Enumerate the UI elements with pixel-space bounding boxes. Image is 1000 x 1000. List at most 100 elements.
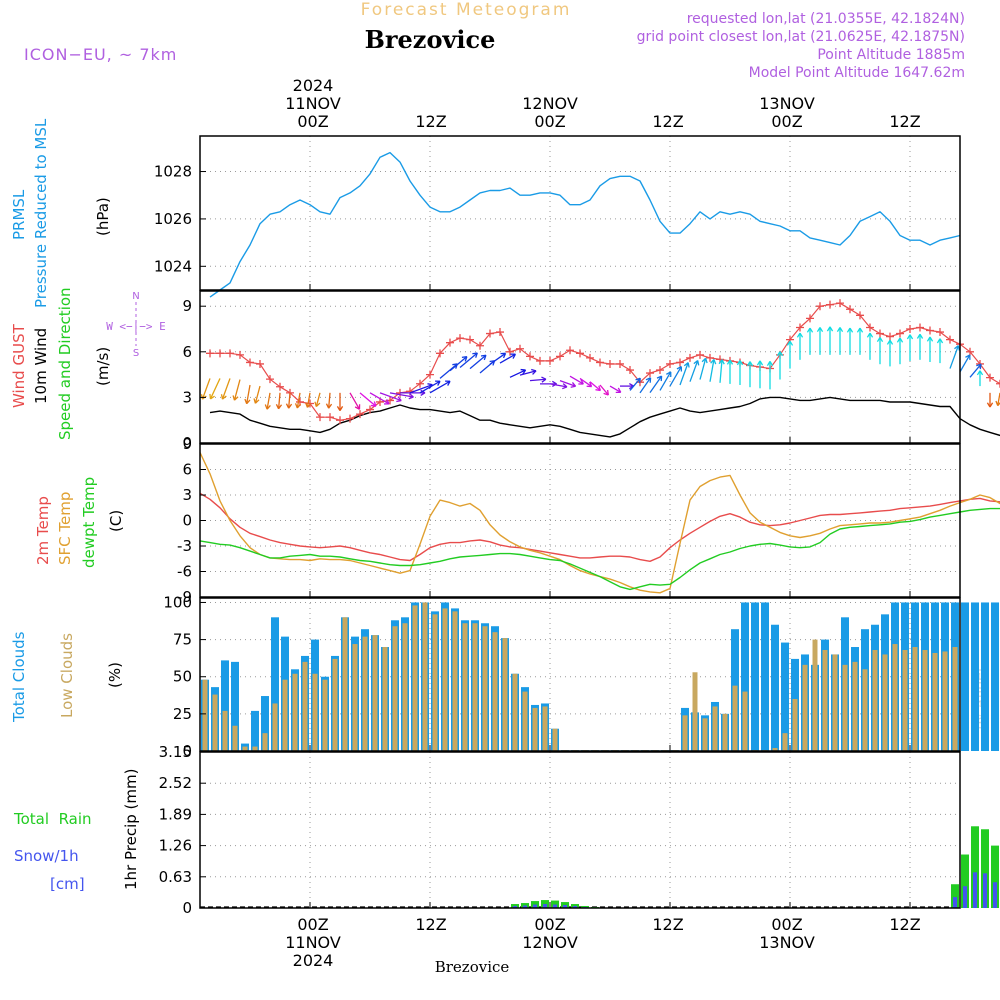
wind-arrow-shaft [639, 377, 652, 394]
gust-marker [326, 413, 334, 422]
low-cloud-bar [692, 672, 698, 751]
wind-arrow-shaft [469, 354, 487, 370]
gust-marker [816, 302, 824, 311]
wind-arrow-head [603, 389, 609, 396]
wind-arrow-shaft [519, 370, 537, 376]
wind-arrow-shaft [221, 378, 231, 400]
wind-arrow-head [766, 361, 774, 366]
low-cloud-bar [442, 608, 448, 751]
requested-coords: requested lon,lat (21.0355E, 42.1824N) [687, 11, 965, 27]
low-cloud-bar [742, 691, 748, 751]
wind-arrow-head [586, 381, 593, 388]
wind-arrow-shaft [296, 392, 301, 409]
total-cloud-bar [251, 710, 259, 751]
wind-arrow-head [826, 326, 834, 332]
top-tick-hour: 00Z [297, 112, 328, 131]
wind-arrow-shaft [679, 362, 689, 386]
top-tick-hour: 12Z [652, 112, 683, 131]
wind-arrow-head [954, 345, 960, 351]
low-cloud-bar [772, 748, 778, 751]
y-tick-label: 100 [163, 593, 192, 611]
compass-south: S [133, 348, 139, 359]
low-cloud-bar [792, 699, 798, 751]
snow-bar [553, 904, 557, 908]
gust-marker [266, 375, 274, 384]
low-cloud-bar [832, 654, 838, 751]
wind-arrow-head [314, 401, 321, 408]
wind-arrow-shaft [409, 384, 433, 394]
wind-arrow-shaft [489, 352, 506, 365]
y-tick-label: 0 [182, 742, 192, 760]
total-cloud-bar [751, 602, 759, 751]
snow-bar [973, 872, 977, 908]
gust-marker [946, 335, 954, 344]
label-10m-wind: 10m Wind [32, 328, 50, 404]
low-cloud-bar [312, 673, 318, 751]
bottom-tick-hour: 12Z [652, 915, 683, 934]
low-cloud-bar [492, 632, 498, 751]
low-cloud-bar [412, 605, 418, 751]
gust-marker [896, 329, 904, 338]
wind-arrow-shaft [529, 378, 546, 382]
wind-arrow-shaft [254, 385, 261, 404]
wind-arrow-shaft [509, 369, 526, 378]
gust-marker [566, 346, 574, 355]
wind-arrow-shaft [449, 356, 468, 372]
snow-bar [523, 905, 527, 908]
label-speed-direction: Speed and Direction [56, 287, 74, 440]
low-cloud-bar [382, 647, 388, 751]
y-tick-label: 0 [182, 434, 192, 452]
bottom-tick-hour: 12Z [415, 915, 446, 934]
wind-arrow-head [906, 334, 914, 340]
label-dewpt-temp: dewpt Temp [80, 477, 98, 568]
low-cloud-bar [882, 654, 888, 751]
wind-arrow-head [354, 404, 361, 410]
wind-arrow-shaft [429, 380, 451, 394]
low-cloud-bar [812, 639, 818, 751]
wind-arrow-head [275, 404, 283, 410]
wind-arrow-shaft [579, 377, 593, 388]
wind-arrow-shaft [209, 378, 221, 400]
wind-arrow-shaft [246, 384, 251, 404]
low-cloud-bar [292, 673, 298, 751]
gust-marker [656, 366, 664, 375]
wind-arrow-head [264, 404, 271, 410]
bottom-tick-date: 12NOV [522, 933, 578, 952]
low-cloud-bar [842, 664, 848, 751]
wind-arrow-head [986, 402, 994, 408]
wind-arrow-head [666, 371, 672, 377]
wind-arrow-shaft [459, 352, 478, 368]
wind-arrow-head [370, 401, 377, 407]
wind-arrow-head [896, 337, 904, 343]
snow-bar [963, 886, 967, 908]
wind-arrow-head [995, 400, 1000, 407]
low-cloud-bar [372, 635, 378, 751]
low-cloud-bar [262, 733, 268, 751]
low-cloud-bar [222, 710, 228, 751]
low-cloud-bar [352, 644, 358, 751]
top-tick-hour: 00Z [771, 112, 802, 131]
bottom-tick-year: 2024 [293, 951, 334, 970]
label-low-clouds: Low Clouds [58, 633, 76, 718]
wind-arrow-head [710, 359, 717, 365]
wind-arrow-head [384, 399, 390, 405]
label-2m-temp: 2m Temp [34, 496, 52, 565]
gust-marker [486, 329, 494, 338]
gust-marker [966, 347, 974, 356]
gust-marker [876, 329, 884, 338]
wind-arrow-head [976, 370, 984, 376]
gust-marker [916, 323, 924, 332]
wind-arrow-head [541, 376, 547, 383]
wind-arrow-head [846, 327, 854, 333]
y-tick-label: 1028 [154, 163, 192, 181]
wind-arrow-head [635, 377, 641, 384]
wind-arrow-shaft [689, 360, 699, 382]
gust-marker [236, 350, 244, 359]
gust-marker [616, 359, 624, 368]
wind-arrow-shaft [379, 392, 402, 402]
low-cloud-bar [342, 617, 348, 751]
dewpt-line [199, 507, 1000, 591]
total-cloud-bar [781, 642, 789, 751]
frames-layer: 1024102610280369-9-6-30369025507510000.6… [154, 135, 961, 917]
y-tick-label: 75 [173, 631, 192, 649]
